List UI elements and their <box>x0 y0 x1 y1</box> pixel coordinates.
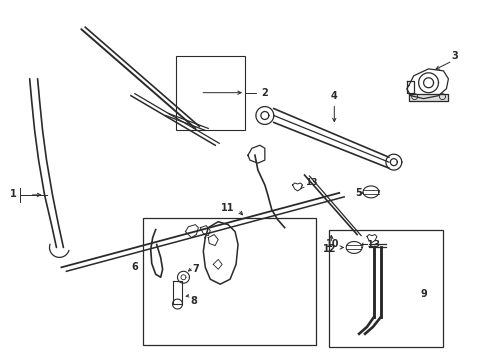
Text: 4: 4 <box>330 91 337 101</box>
Bar <box>175 56 244 130</box>
Text: 6: 6 <box>131 262 138 272</box>
Text: 8: 8 <box>189 296 197 306</box>
Text: 1: 1 <box>10 189 17 199</box>
Text: 11: 11 <box>221 203 234 213</box>
Text: 13: 13 <box>304 179 316 188</box>
Text: ←13: ←13 <box>360 240 380 249</box>
Text: 12: 12 <box>322 244 335 255</box>
Bar <box>328 230 443 347</box>
Text: 9: 9 <box>419 289 426 299</box>
Text: 7: 7 <box>192 264 198 274</box>
Polygon shape <box>408 94 447 100</box>
Bar <box>142 218 316 345</box>
Text: 10: 10 <box>325 239 339 248</box>
Text: 5: 5 <box>355 188 362 198</box>
Text: 3: 3 <box>450 51 457 61</box>
Text: 2: 2 <box>261 88 268 98</box>
